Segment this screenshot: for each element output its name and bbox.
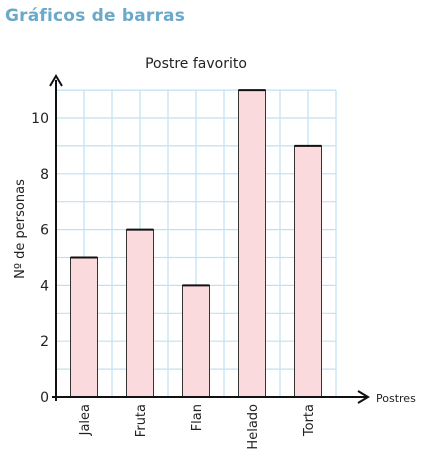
x-tick-label: Helado	[246, 404, 261, 450]
x-tick-labels: Jalea Fruta Flan Helado Torta	[78, 404, 317, 450]
bar-fruta	[126, 229, 154, 398]
y-tick-label: 0	[40, 390, 49, 406]
x-axis-arrow	[357, 390, 370, 404]
y-tick-label: 4	[40, 278, 49, 294]
bar-jalea	[70, 257, 98, 398]
y-tick-labels: 0 2 4 6 8 10	[31, 111, 49, 406]
x-tick-label: Torta	[302, 404, 317, 437]
y-tick-label: 2	[40, 334, 49, 350]
bar-series	[70, 89, 322, 398]
page-heading: Gráficos de barras	[5, 6, 186, 26]
x-tick-label: Jalea	[78, 404, 93, 436]
bar-flan	[182, 284, 210, 398]
y-tick-label: 10	[31, 111, 49, 127]
y-axis-label: Nº de personas	[13, 179, 28, 279]
y-tick-label: 8	[40, 167, 49, 183]
bar-torta	[294, 145, 322, 398]
x-tick-label: Flan	[190, 404, 205, 431]
bar-helado	[238, 89, 266, 398]
x-axis-label: Postres	[376, 392, 416, 405]
chart-axes	[49, 74, 370, 404]
y-axis-arrow	[49, 74, 63, 87]
x-tick-label: Fruta	[134, 404, 149, 437]
y-tick-label: 6	[40, 223, 49, 239]
chart-title: Postre favorito	[145, 56, 247, 72]
